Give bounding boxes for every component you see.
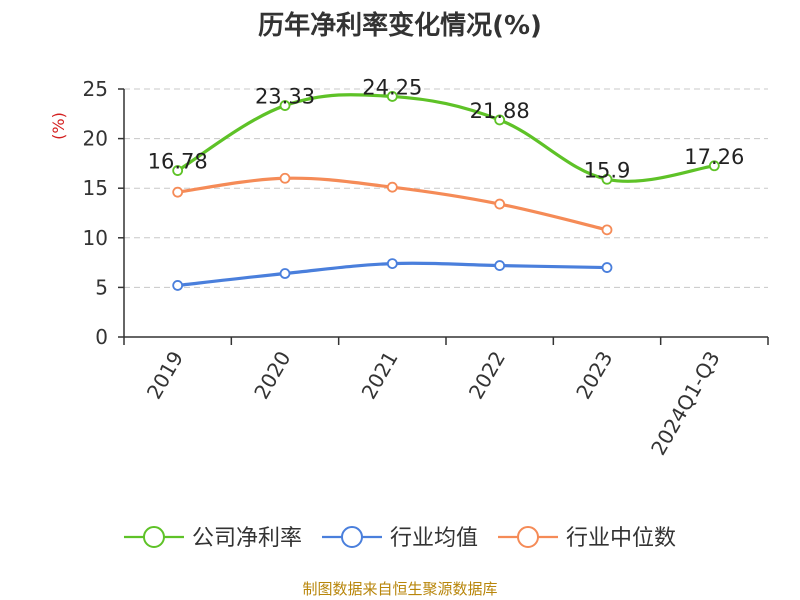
legend-marker	[142, 526, 165, 548]
y-tick-label: 5	[95, 275, 108, 299]
data-point	[172, 186, 184, 198]
data-point	[386, 181, 398, 193]
source-note: 制图数据来自恒生聚源数据库	[302, 580, 497, 598]
data-label: 23.33	[255, 85, 315, 109]
x-tick-label: 2022	[464, 347, 510, 403]
legend-item-2[interactable]: 行业中位数	[498, 526, 676, 551]
y-tick-label: 15	[83, 176, 108, 200]
data-point	[494, 198, 506, 210]
y-axis-ticks: 0 5 10 15 20 25	[83, 77, 124, 349]
data-point	[386, 258, 398, 269]
grid-lines	[124, 88, 768, 288]
series-line	[176, 93, 716, 183]
series-0: 16.78 23.33 24.25 21.88 15.9 17.26	[148, 75, 744, 185]
series-2	[172, 172, 613, 236]
data-label: 24.25	[362, 75, 422, 99]
data-label: 17.26	[684, 145, 744, 169]
data-point	[279, 268, 291, 279]
legend-item-0[interactable]: 公司净利率	[123, 526, 302, 551]
data-label: 15.9	[584, 158, 631, 182]
data-point	[494, 260, 506, 271]
data-label: 21.88	[470, 99, 530, 123]
legend-marker	[340, 526, 363, 548]
x-tick-label: 2020	[249, 347, 295, 403]
legend-item-1[interactable]: 行业均值	[321, 526, 478, 551]
x-axis-ticks: 2019 2020 2021 2022 2023 2024Q1-Q3	[123, 337, 769, 459]
y-tick-label: 0	[95, 325, 108, 349]
data-point	[279, 100, 291, 111]
legend-marker	[517, 526, 540, 548]
series-1	[172, 258, 613, 291]
legend-label: 行业均值	[390, 526, 478, 551]
data-point	[601, 224, 613, 236]
data-point	[494, 114, 506, 126]
x-tick-label: 2023	[571, 347, 617, 403]
data-point	[172, 165, 184, 176]
series-group: 16.78 23.33 24.25 21.88 15.9 17.26	[148, 75, 744, 291]
legend-label: 公司净利率	[192, 526, 302, 551]
data-label: 16.78	[148, 150, 208, 174]
y-axis-label: (%)	[49, 112, 68, 140]
y-tick-label: 20	[83, 127, 108, 151]
data-point	[172, 280, 184, 291]
axes	[123, 89, 768, 338]
data-point	[386, 91, 398, 102]
x-tick-label: 2021	[356, 347, 402, 403]
data-point	[601, 262, 613, 273]
y-tick-label: 10	[83, 226, 108, 250]
data-point	[708, 160, 720, 172]
x-tick-label: 2019	[142, 347, 188, 403]
x-tick-label: 2024Q1-Q3	[646, 347, 725, 459]
chart-title: 历年净利率变化情况(%)	[258, 10, 542, 41]
y-tick-label: 25	[83, 77, 108, 101]
data-point	[279, 172, 291, 184]
legend-label: 行业中位数	[566, 526, 676, 551]
data-point	[601, 173, 613, 185]
legend[interactable]: 公司净利率 行业均值 行业中位数	[123, 526, 676, 551]
